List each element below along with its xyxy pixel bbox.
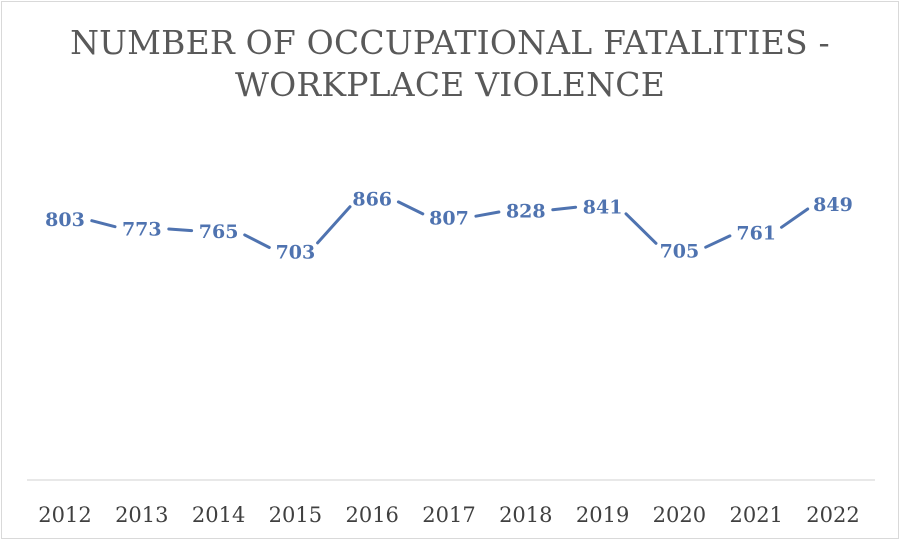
series-line-segment [90, 219, 117, 229]
data-label-2021: 761 [736, 222, 776, 244]
data-label-2018: 828 [506, 201, 546, 223]
series-line-segment [704, 234, 732, 249]
chart-title: NUMBER OF OCCUPATIONAL FATALITIES - WORK… [2, 22, 898, 106]
x-tick-label-2013: 2013 [115, 503, 168, 527]
series-line-segment [167, 227, 194, 233]
x-tick-label-2020: 2020 [653, 503, 706, 527]
series-line-segment [316, 205, 352, 245]
series-line-segment [780, 207, 810, 229]
x-tick-label-2022: 2022 [806, 503, 859, 527]
x-tick-label-2019: 2019 [576, 503, 629, 527]
data-label-2016: 866 [352, 188, 392, 210]
data-label-2012: 803 [45, 209, 85, 231]
series-line-segment [624, 212, 658, 245]
data-label-2014: 765 [199, 221, 239, 243]
series-line-segment [243, 233, 271, 249]
x-tick-label-2015: 2015 [269, 503, 322, 527]
data-label-2017: 807 [429, 208, 469, 230]
data-label-2013: 773 [122, 219, 162, 241]
x-tick-label-2017: 2017 [422, 503, 475, 527]
series-line-segment [474, 210, 501, 218]
x-tick-label-2014: 2014 [192, 503, 245, 527]
data-label-2019: 841 [583, 196, 623, 218]
series-line-segment [551, 205, 578, 212]
x-tick-label-2016: 2016 [345, 503, 398, 527]
x-tick-label-2012: 2012 [38, 503, 91, 527]
series-line-segment [396, 200, 425, 216]
data-label-2015: 703 [276, 241, 316, 263]
chart-title-line-1: NUMBER OF OCCUPATIONAL FATALITIES - [70, 23, 830, 62]
x-tick-label-2018: 2018 [499, 503, 552, 527]
data-label-2020: 705 [660, 241, 700, 263]
data-label-2022: 849 [813, 194, 853, 216]
x-tick-label-2021: 2021 [729, 503, 782, 527]
chart-title-line-2: WORKPLACE VIOLENCE [235, 65, 665, 104]
